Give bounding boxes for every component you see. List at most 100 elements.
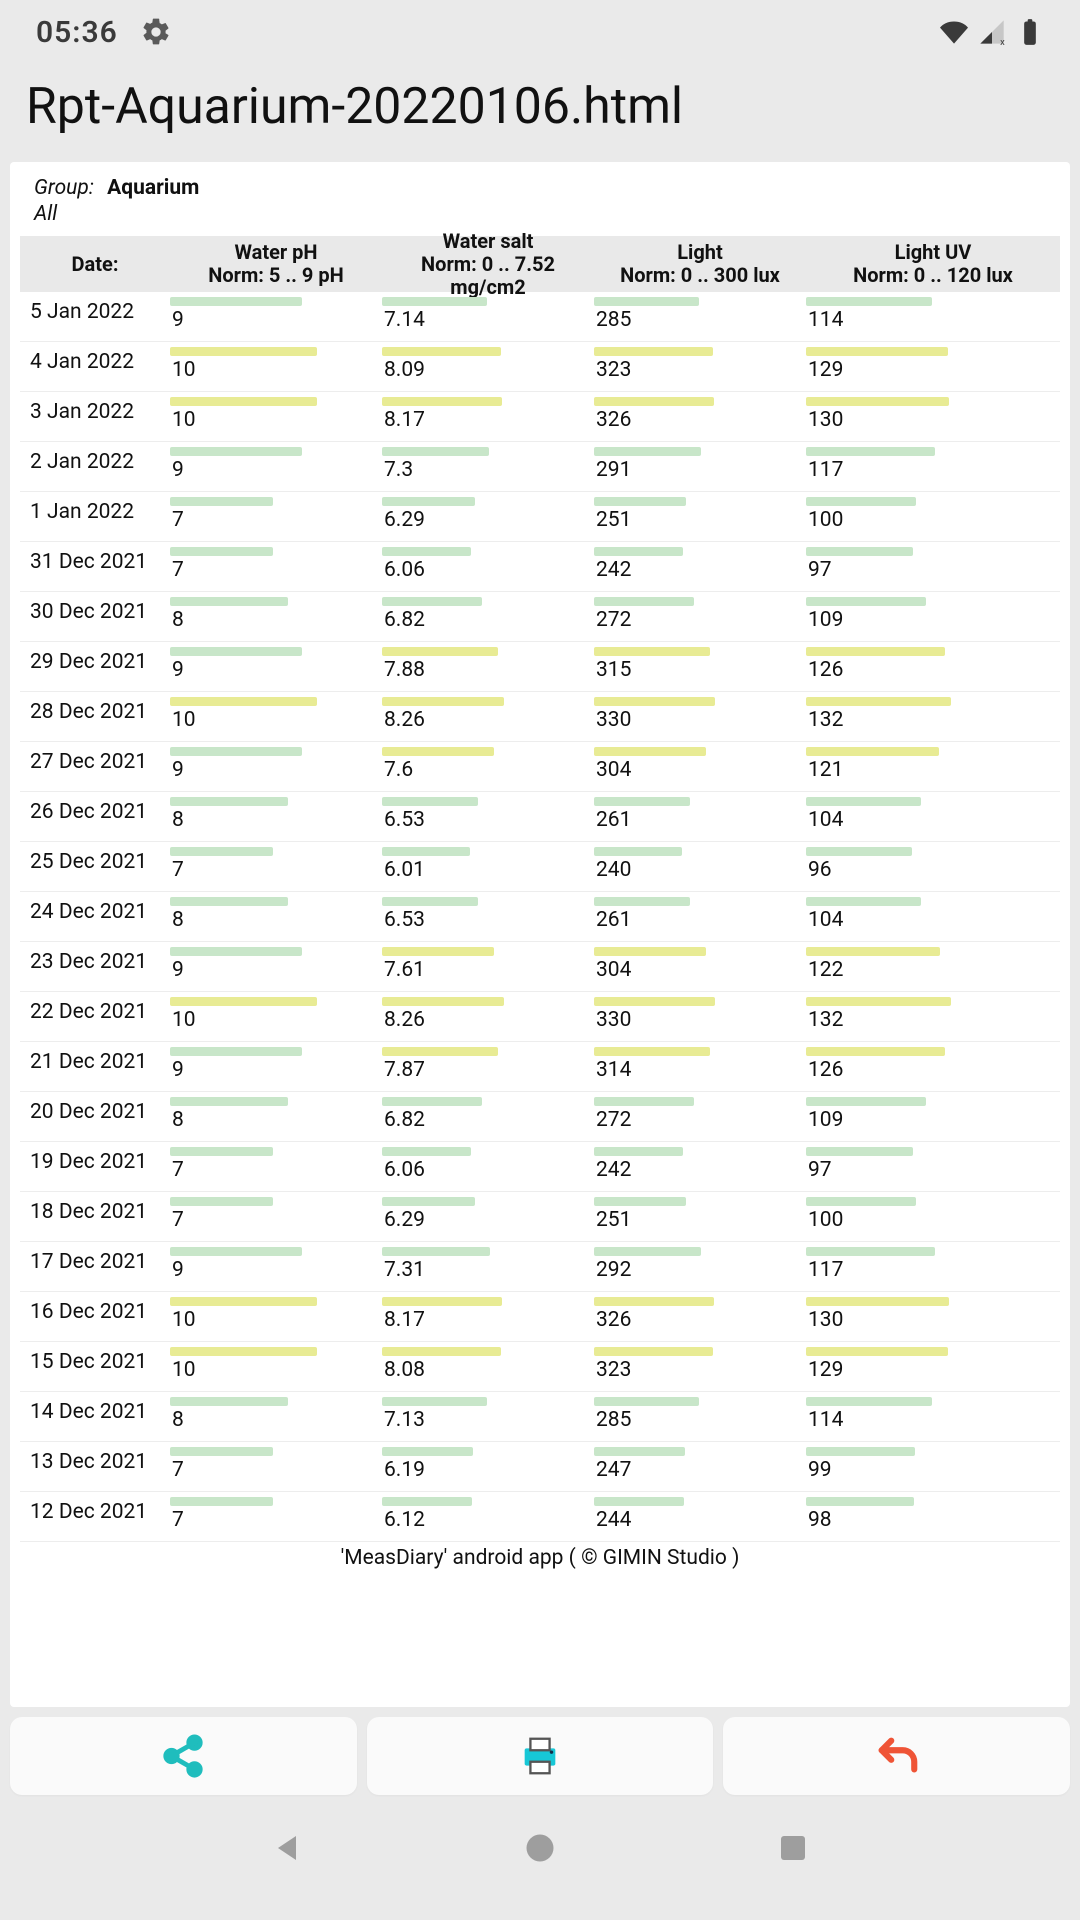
data-cell: 7.31 — [382, 1244, 594, 1282]
data-cell: 326 — [594, 394, 806, 432]
data-cell: 121 — [806, 744, 1060, 782]
value-text: 8 — [170, 608, 376, 632]
value-bar — [382, 1347, 501, 1356]
data-cell: 9 — [170, 644, 382, 682]
value-text: 97 — [806, 558, 1054, 582]
value-bar — [806, 1247, 935, 1256]
data-cell: 261 — [594, 894, 806, 932]
value-bar — [806, 1147, 913, 1156]
table-row: 3 Jan 2022108.17326130 — [20, 392, 1060, 442]
date-cell: 3 Jan 2022 — [20, 394, 170, 424]
value-text: 9 — [170, 1058, 376, 1082]
th-light-title: Light — [677, 240, 723, 264]
value-bar — [806, 1447, 915, 1456]
value-text: 6.06 — [382, 558, 588, 582]
print-button[interactable] — [367, 1717, 714, 1795]
value-bar — [170, 697, 317, 706]
value-text: 251 — [594, 1208, 800, 1232]
value-text: 8.17 — [382, 408, 588, 432]
data-cell: 9 — [170, 744, 382, 782]
value-bar — [382, 1097, 482, 1106]
th-uv-title: Light UV — [895, 240, 972, 264]
value-text: 98 — [806, 1508, 1054, 1532]
share-button[interactable] — [10, 1717, 357, 1795]
nav-home-icon[interactable] — [522, 1830, 558, 1866]
value-bar — [382, 397, 502, 406]
back-button[interactable] — [723, 1717, 1070, 1795]
data-cell: 7.14 — [382, 294, 594, 332]
th-salt-norm: Norm: 0 .. 7.52 mg/cm2 — [421, 252, 555, 299]
date-cell: 23 Dec 2021 — [20, 944, 170, 974]
group-label: Group: — [34, 176, 94, 200]
value-bar — [382, 1497, 472, 1506]
value-text: 114 — [806, 308, 1054, 332]
data-cell: 261 — [594, 794, 806, 832]
date-cell: 21 Dec 2021 — [20, 1044, 170, 1074]
data-cell: 291 — [594, 444, 806, 482]
data-cell: 6.82 — [382, 1094, 594, 1132]
value-bar — [806, 1397, 932, 1406]
data-cell: 8 — [170, 1394, 382, 1432]
value-text: 6.29 — [382, 508, 588, 532]
value-text: 8 — [170, 908, 376, 932]
value-text: 132 — [806, 708, 1054, 732]
value-bar — [170, 747, 302, 756]
data-cell: 304 — [594, 744, 806, 782]
value-bar — [594, 797, 690, 806]
data-cell: 315 — [594, 644, 806, 682]
value-bar — [170, 497, 273, 506]
th-ph-title: Water pH — [234, 240, 317, 264]
nav-recent-icon[interactable] — [775, 1830, 811, 1866]
table-row: 21 Dec 202197.87314126 — [20, 1042, 1060, 1092]
nav-back-icon[interactable] — [269, 1830, 305, 1866]
table-row: 14 Dec 202187.13285114 — [20, 1392, 1060, 1442]
value-bar — [382, 297, 487, 306]
value-bar — [594, 497, 686, 506]
data-cell: 7.13 — [382, 1394, 594, 1432]
value-text: 129 — [806, 1358, 1054, 1382]
value-text: 10 — [170, 1358, 376, 1382]
value-bar — [806, 747, 939, 756]
th-salt-title: Water salt — [443, 229, 534, 253]
value-bar — [170, 647, 302, 656]
value-text: 330 — [594, 1008, 800, 1032]
value-bar — [806, 1197, 916, 1206]
value-text: 6.53 — [382, 808, 588, 832]
print-icon — [515, 1733, 565, 1779]
table-body: 5 Jan 202297.142851144 Jan 2022108.09323… — [20, 292, 1060, 1542]
data-cell: 109 — [806, 1094, 1060, 1132]
data-cell: 126 — [806, 1044, 1060, 1082]
date-cell: 12 Dec 2021 — [20, 1494, 170, 1524]
value-bar — [806, 1497, 914, 1506]
gear-icon — [140, 16, 172, 48]
value-text: 8.26 — [382, 1008, 588, 1032]
data-cell: 7 — [170, 1144, 382, 1182]
date-cell: 5 Jan 2022 — [20, 294, 170, 324]
table-row: 13 Dec 202176.1924799 — [20, 1442, 1060, 1492]
value-bar — [170, 447, 302, 456]
value-text: 10 — [170, 1308, 376, 1332]
value-text: 132 — [806, 1008, 1054, 1032]
value-text: 285 — [594, 1408, 800, 1432]
value-bar — [170, 1097, 288, 1106]
date-cell: 4 Jan 2022 — [20, 344, 170, 374]
data-cell: 7.88 — [382, 644, 594, 682]
table-row: 31 Dec 202176.0624297 — [20, 542, 1060, 592]
status-bar: 05:36 x — [0, 0, 1080, 64]
value-text: 97 — [806, 1158, 1054, 1182]
date-cell: 22 Dec 2021 — [20, 994, 170, 1024]
value-text: 117 — [806, 458, 1054, 482]
value-text: 7 — [170, 1508, 376, 1532]
data-cell: 100 — [806, 1194, 1060, 1232]
value-bar — [594, 697, 715, 706]
report-footer: 'MeasDiary' android app ( © GIMIN Studio… — [10, 1546, 1070, 1570]
data-cell: 7.3 — [382, 444, 594, 482]
date-cell: 24 Dec 2021 — [20, 894, 170, 924]
date-cell: 1 Jan 2022 — [20, 494, 170, 524]
group-line: Group: Aquarium — [10, 176, 1070, 200]
value-bar — [594, 897, 690, 906]
value-bar — [594, 647, 710, 656]
value-bar — [382, 497, 475, 506]
th-light: LightNorm: 0 .. 300 lux — [594, 241, 806, 287]
table-row: 23 Dec 202197.61304122 — [20, 942, 1060, 992]
